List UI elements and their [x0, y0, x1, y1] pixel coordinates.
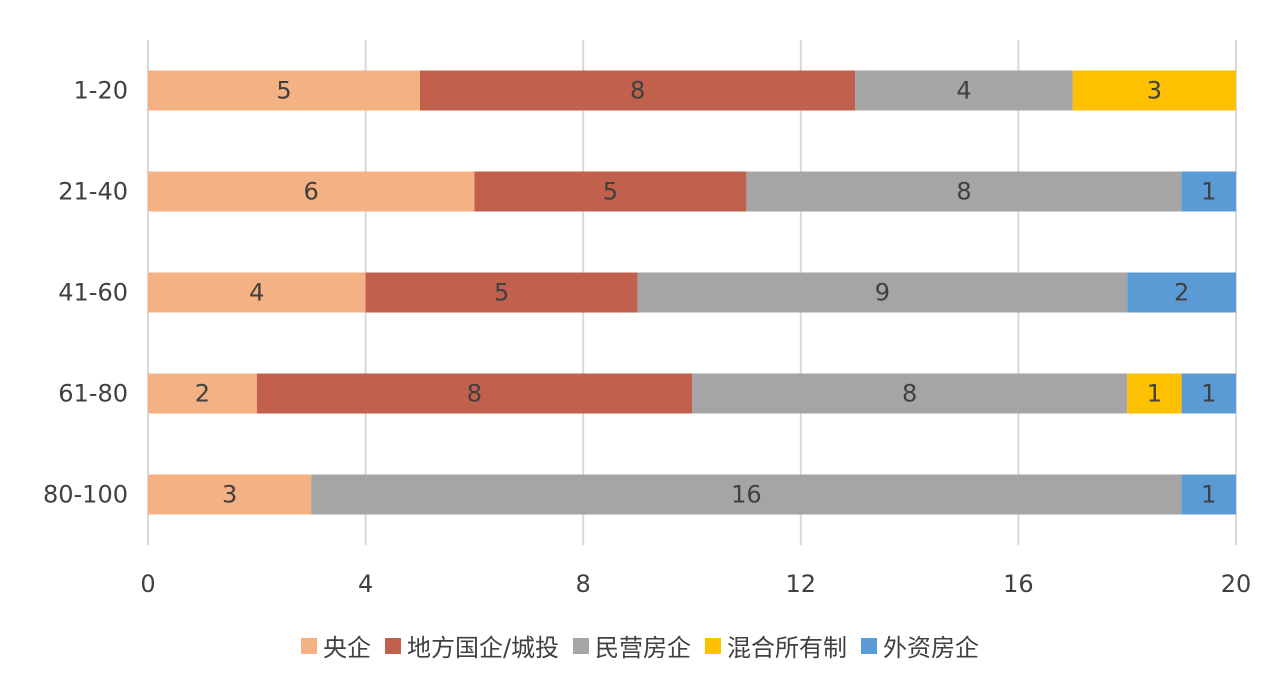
- legend-item: 央企: [300, 628, 371, 663]
- bar-segment: [365, 272, 638, 313]
- legend-label: 央企: [322, 634, 371, 662]
- data-label: 1: [1201, 380, 1216, 408]
- y-axis-ticks: 1-20 21-40 41-60 61-80 80-100: [43, 77, 128, 509]
- data-label: 2: [1174, 279, 1189, 307]
- x-tick-label: 16: [1003, 570, 1034, 598]
- data-label: 8: [467, 380, 482, 408]
- y-category-label: 80-100: [43, 481, 128, 509]
- bar-segment: [148, 474, 312, 515]
- data-label: 16: [731, 481, 762, 509]
- data-label: 4: [956, 77, 971, 105]
- bar-segment: [1072, 70, 1236, 111]
- x-tick-label: 0: [140, 570, 155, 598]
- data-label: 1: [1201, 178, 1216, 206]
- bar-segment: [148, 70, 420, 111]
- legend-label: 地方国企/城投: [406, 634, 560, 662]
- data-label: 5: [494, 279, 509, 307]
- legend-swatch: [861, 637, 878, 654]
- y-category-label: 41-60: [58, 279, 128, 307]
- data-label: 8: [956, 178, 971, 206]
- bar-segment: [1127, 373, 1182, 414]
- bar-segment: [637, 272, 1128, 313]
- data-label: 6: [304, 178, 319, 206]
- legend-swatch: [705, 637, 722, 654]
- x-axis-ticks: 0 4 8 12 16 20: [140, 570, 1251, 598]
- x-tick-label: 12: [786, 570, 817, 598]
- x-tick-label: 4: [358, 570, 373, 598]
- legend-label: 民营房企: [595, 634, 692, 662]
- bar-segment: [855, 70, 1073, 111]
- y-category-label: 61-80: [58, 380, 128, 408]
- bars: [148, 70, 1236, 515]
- y-category-label: 21-40: [58, 178, 128, 206]
- bar-segment: [746, 171, 1182, 212]
- bar-segment: [256, 373, 692, 414]
- bar-segment: [474, 171, 747, 212]
- bar-segment: [311, 474, 1182, 515]
- legend-swatch: [573, 637, 590, 654]
- bar-segment: [1181, 373, 1236, 414]
- data-label: 9: [875, 279, 890, 307]
- data-label: 4: [249, 279, 264, 307]
- data-label: 1: [1201, 481, 1216, 509]
- data-label: 8: [630, 77, 645, 105]
- bar-segment: [148, 171, 475, 212]
- legend-label: 外资房企: [883, 634, 980, 662]
- data-labels: 5 8 4 3 6 5 8 1 4 5 9 2 2 8 8 1 1 3 16 1: [195, 77, 1217, 509]
- legend-swatch: [300, 637, 317, 654]
- data-label: 3: [222, 481, 237, 509]
- bar-segment: [148, 373, 257, 414]
- legend-item: 外资房企: [861, 628, 979, 663]
- x-tick-label: 8: [576, 570, 591, 598]
- bar-segment: [1181, 171, 1236, 212]
- bar-segment: [1127, 272, 1236, 313]
- bar-segment: [1181, 474, 1236, 515]
- bar-segment: [420, 70, 856, 111]
- data-label: 5: [276, 77, 291, 105]
- bar-segment: [148, 272, 366, 313]
- legend-swatch: [384, 637, 401, 654]
- legend-item: 民营房企: [573, 628, 691, 663]
- data-label: 3: [1147, 77, 1162, 105]
- stacked-bar-chart: 5 8 4 3 6 5 8 1 4 5 9 2 2 8 8 1 1 3 16 1 1-20 21-40 41-60 61-8…: [43, 40, 1251, 598]
- y-category-label: 1-20: [74, 77, 128, 105]
- data-label: 8: [902, 380, 917, 408]
- legend-item: 混合所有制: [705, 628, 847, 663]
- bar-segment: [692, 373, 1128, 414]
- data-label: 1: [1147, 380, 1162, 408]
- x-tick-label: 20: [1221, 570, 1252, 598]
- data-label: 2: [195, 380, 210, 408]
- data-label: 5: [603, 178, 618, 206]
- legend: 央企 地方国企/城投 民营房企 混合所有制 外资房企: [0, 628, 1280, 663]
- legend-item: 地方国企/城投: [384, 628, 560, 663]
- legend-label: 混合所有制: [727, 634, 848, 662]
